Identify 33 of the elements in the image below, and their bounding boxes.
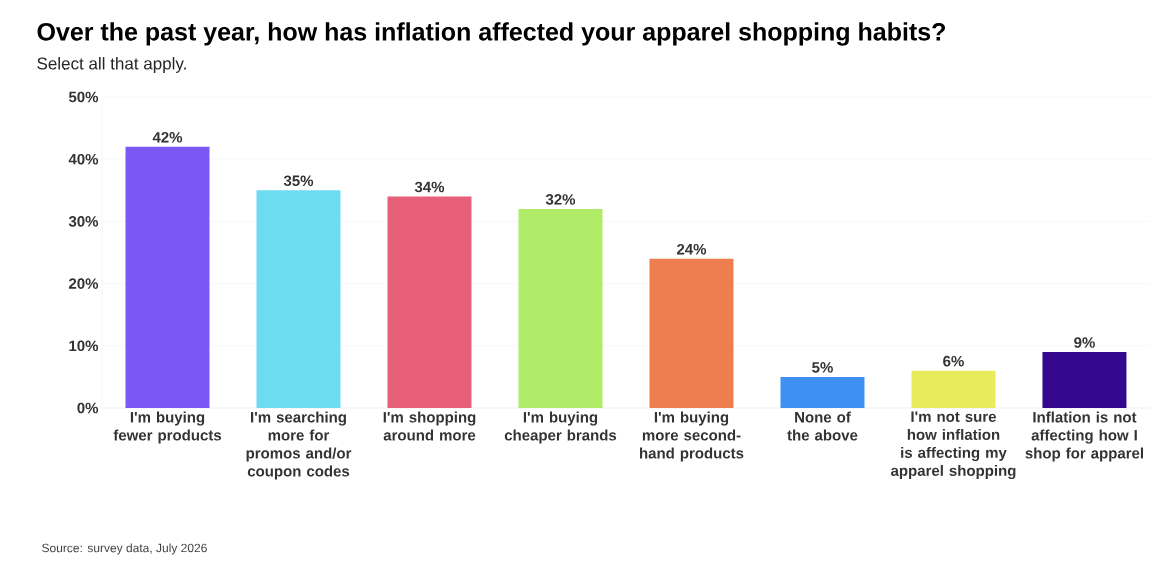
x-tick-label: I'm buying more second-hand products <box>640 411 744 462</box>
y-tick-label: 30% <box>68 216 99 227</box>
bar <box>125 146 210 408</box>
bar <box>911 370 996 408</box>
y-tick-label: 50% <box>68 91 99 103</box>
data-label: 9% <box>1074 337 1095 348</box>
x-tick-label: None of the above <box>787 411 858 441</box>
data-label: 42% <box>152 131 183 143</box>
data-label: 24% <box>676 243 707 255</box>
bar <box>387 196 472 408</box>
y-tick-label: 0% <box>77 402 99 414</box>
chart-subtitle: Select all that apply. <box>37 57 186 73</box>
data-label: 32% <box>545 194 576 205</box>
x-tick-label: Inflation is not affecting how I shop for apparel <box>1025 411 1143 462</box>
data-label: 34% <box>414 181 445 193</box>
x-tick-label: I'm not sure how inflation is affecting my apparel shopping <box>890 411 1016 480</box>
data-label: 5% <box>812 362 833 373</box>
bar <box>780 376 865 408</box>
bar <box>256 190 341 408</box>
bar <box>1042 352 1127 408</box>
y-tick-label: 10% <box>69 340 99 352</box>
x-tick-label: I'm shopping around more <box>383 411 476 441</box>
x-tick-label: I'm buying cheaper brands <box>504 411 617 444</box>
data-label: 35% <box>283 175 314 187</box>
source-note: Source: survey data, July 2026 <box>42 543 207 555</box>
chart-title: Over the past year, how has inflation affected your apparel shopping habits? <box>37 22 945 46</box>
bar <box>518 208 603 408</box>
x-tick-label: I'm searching more for promos and/or coupon codes <box>246 411 352 480</box>
data-label: 6% <box>943 355 964 367</box>
x-tick-label: I'm buying fewer products <box>113 411 222 444</box>
y-tick-label: 40% <box>68 153 99 165</box>
y-tick-label: 20% <box>68 278 99 289</box>
bar <box>649 258 734 408</box>
